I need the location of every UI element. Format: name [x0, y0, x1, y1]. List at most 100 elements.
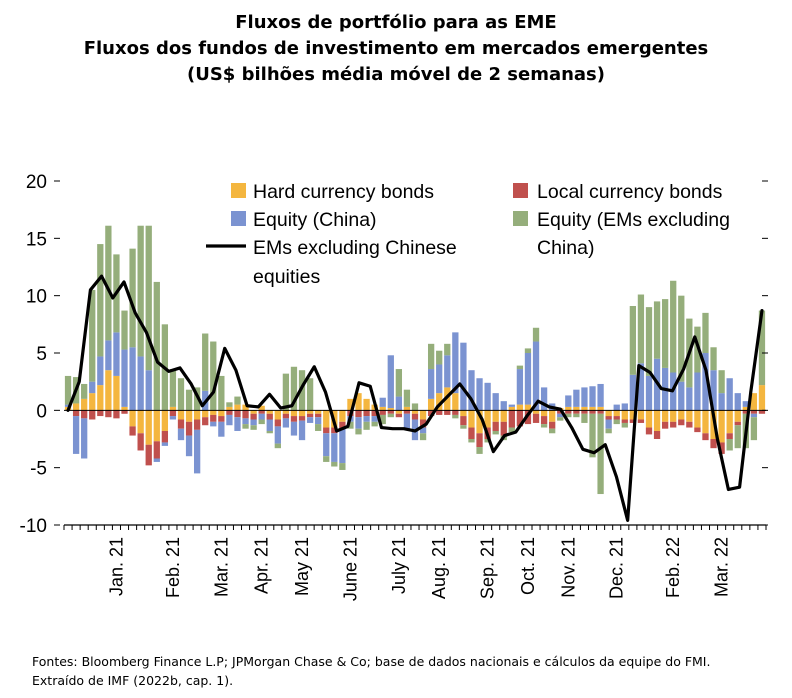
bar-segment	[177, 378, 185, 411]
bar-segment	[500, 401, 507, 411]
bar-segment	[637, 363, 645, 411]
bar-segment	[113, 332, 120, 376]
bar-segment	[177, 428, 185, 441]
bar-segment	[444, 355, 451, 388]
bar-segment	[540, 416, 548, 425]
bar-segment	[427, 398, 435, 411]
bar-segment	[581, 410, 588, 414]
bar-segment	[403, 410, 411, 414]
bar-segment	[686, 387, 693, 411]
bar-segment	[153, 281, 160, 411]
bar-segment	[540, 424, 548, 428]
bar-segment	[387, 413, 394, 418]
bar-segment	[686, 410, 693, 422]
bar-segment	[411, 410, 419, 414]
bar-segment	[557, 413, 564, 418]
legend-label-local-currency: Local currency bonds	[537, 181, 723, 203]
bar-segment	[532, 413, 540, 423]
bar-segment	[549, 410, 556, 422]
bar-segment	[97, 385, 104, 411]
bar-segment	[726, 378, 733, 411]
bar-segment	[97, 244, 104, 357]
y-tick-label: -5	[30, 459, 47, 480]
bar-segment	[444, 343, 451, 356]
bar-segment	[290, 410, 298, 417]
bar-segment	[629, 374, 637, 411]
bar-segment	[298, 420, 306, 441]
bar-segment	[645, 427, 653, 435]
bar-segment	[500, 421, 507, 436]
bar-segment	[323, 456, 330, 462]
bar-segment	[89, 381, 96, 394]
bar-segment	[734, 393, 741, 411]
bar-segment	[661, 410, 669, 422]
bar-segment	[605, 419, 612, 429]
bar-segment	[274, 410, 281, 420]
bar-segment	[557, 410, 564, 414]
bar-segment	[242, 410, 249, 419]
bar-segment	[637, 294, 645, 364]
bar-segment	[573, 406, 580, 411]
bar-segment	[81, 383, 88, 399]
bar-segment	[516, 369, 524, 405]
bar-segment	[121, 349, 128, 407]
bar-segment	[379, 406, 386, 411]
bar-segment	[371, 416, 378, 422]
x-tick-label: Apr. 21	[252, 537, 272, 594]
bar-segment	[129, 410, 136, 427]
bar-segment	[226, 406, 233, 411]
bar-segment	[331, 433, 338, 462]
bar-segment	[718, 410, 725, 443]
bar-segment	[193, 429, 201, 474]
chart-title-block: Fluxos de portfólio para as EME Fluxos d…	[0, 10, 792, 88]
bar-segment	[242, 404, 249, 411]
bar-segment	[387, 410, 394, 414]
bar-segment	[468, 370, 475, 411]
bar-segment	[145, 444, 152, 466]
bar-segment	[89, 393, 96, 411]
bar-segment	[290, 421, 298, 436]
bar-segment	[540, 410, 548, 417]
bar-segment	[153, 458, 160, 462]
bar-segment	[331, 461, 338, 467]
bar-segment	[750, 393, 758, 411]
bar-segment	[290, 416, 298, 422]
bar-segment	[516, 410, 524, 427]
bar-segment	[339, 428, 346, 464]
bar-segment	[427, 369, 435, 399]
bar-segment	[210, 341, 217, 411]
source-line-1: Fontes: Bloomberg Finance L.P; JPMorgan …	[32, 654, 711, 669]
bar-segment	[492, 393, 499, 411]
bar-segment	[355, 410, 362, 418]
bar-segment	[670, 410, 677, 422]
bar-segment	[379, 397, 386, 407]
legend: Hard currency bonds Local currency bonds E…	[206, 181, 730, 288]
bar-segment	[315, 424, 322, 431]
bar-segment	[371, 421, 378, 427]
bar-segment	[81, 410, 88, 419]
bar-segment	[686, 421, 693, 428]
bar-segment	[613, 416, 620, 420]
bar-segment	[202, 410, 209, 418]
bar-segment	[145, 225, 152, 371]
bar-segment	[637, 419, 645, 423]
bar-segment	[105, 370, 112, 411]
bar-segment	[718, 370, 725, 394]
bar-segment	[169, 410, 177, 417]
bar-segment	[581, 387, 588, 407]
bar-segment	[670, 280, 677, 373]
bar-segment	[508, 404, 515, 407]
bar-segment	[508, 406, 515, 411]
bar-segment	[734, 410, 741, 422]
bar-segment	[185, 410, 193, 422]
bar-segment	[460, 410, 467, 417]
bar-segment	[274, 443, 281, 449]
bar-segment	[315, 413, 322, 418]
bar-segment	[395, 410, 403, 414]
bar-segment	[597, 413, 604, 495]
bar-segment	[750, 413, 758, 418]
y-tick-label: 10	[26, 287, 47, 308]
bar-segment	[605, 410, 612, 417]
bar-segment	[89, 410, 96, 420]
bar-segment	[306, 413, 314, 418]
